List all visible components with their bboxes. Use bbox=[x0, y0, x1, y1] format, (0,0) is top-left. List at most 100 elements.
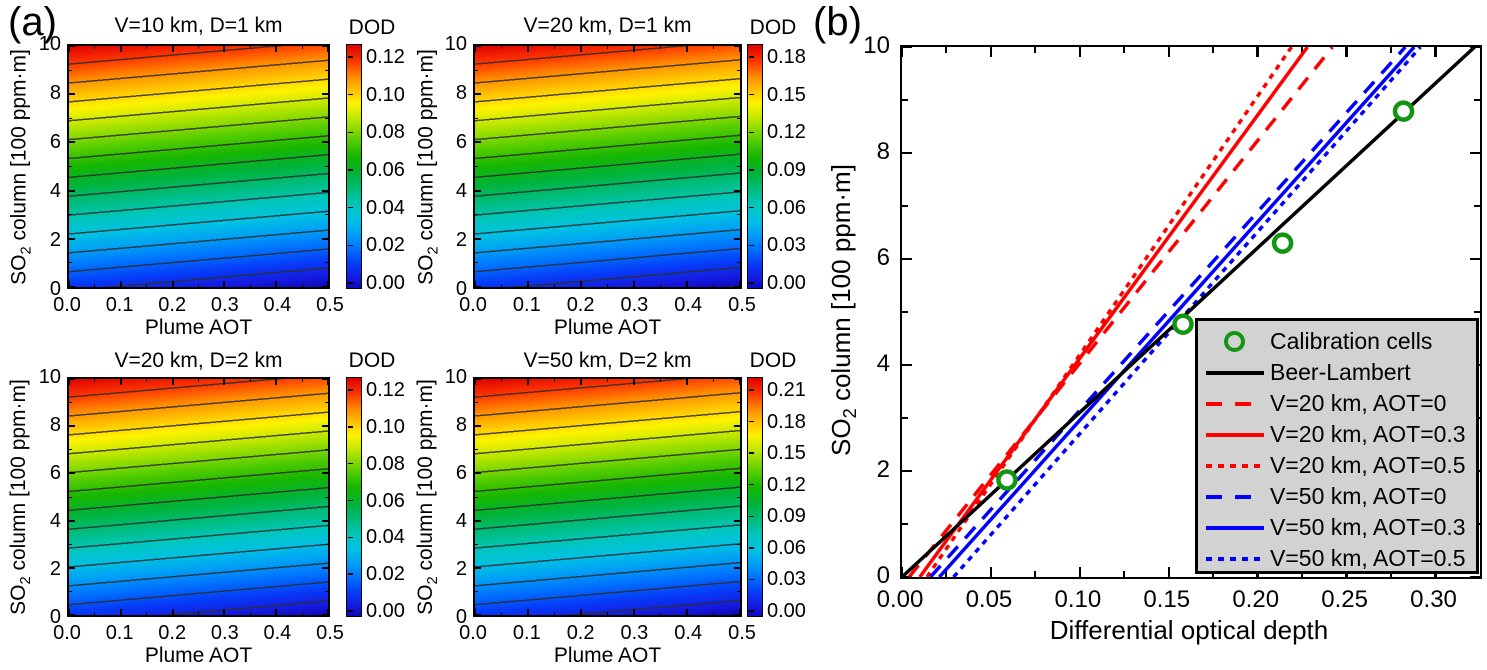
x-tick bbox=[146, 612, 148, 615]
colorbar-tick bbox=[347, 499, 353, 502]
y-axis-label: SO2 column [100 ppm·m] bbox=[7, 48, 35, 285]
y-tick bbox=[69, 566, 75, 569]
y-tick bbox=[475, 449, 478, 451]
x-tick bbox=[1345, 47, 1348, 57]
legend-row: Calibration cells bbox=[1198, 326, 1476, 357]
y-tick bbox=[69, 286, 75, 288]
y-tick bbox=[69, 93, 75, 96]
y-tick bbox=[737, 590, 740, 592]
colorbar-tick bbox=[748, 93, 754, 96]
colorbar-tick-label: 0.04 bbox=[366, 526, 405, 549]
colorbar-tick bbox=[748, 547, 754, 549]
y-tick-label: 8 bbox=[49, 414, 61, 436]
colorbar-tick-label: 0.00 bbox=[767, 272, 806, 294]
y-tick bbox=[69, 449, 72, 451]
x-tick bbox=[501, 284, 502, 287]
x-tick bbox=[1212, 47, 1215, 53]
x-tick bbox=[223, 281, 226, 287]
legend-label: V=20 km, AOT=0.3 bbox=[1270, 421, 1466, 447]
legend-line-marker bbox=[1206, 464, 1264, 468]
colorbar-tick bbox=[748, 452, 754, 454]
x-tick-label: 0.5 bbox=[316, 622, 344, 644]
y-tick-label: 6 bbox=[455, 131, 467, 153]
y-tick bbox=[902, 417, 908, 419]
x-tick bbox=[713, 46, 714, 49]
x-tick-label: 0.1 bbox=[105, 294, 134, 316]
subplot-title: V=20 km, D=2 km bbox=[114, 349, 283, 372]
colorbar bbox=[747, 44, 763, 289]
y-tick-label: 6 bbox=[49, 131, 61, 153]
y-tick bbox=[322, 472, 328, 475]
x-tick bbox=[501, 612, 502, 615]
y-tick bbox=[69, 614, 75, 616]
colorbar-tick bbox=[347, 389, 353, 391]
y-tick bbox=[475, 93, 481, 96]
x-tick-label: 0.15 bbox=[1143, 586, 1191, 613]
y-tick-label: 2 bbox=[455, 558, 467, 580]
y-tick bbox=[737, 214, 740, 216]
y-tick-label: 8 bbox=[49, 82, 61, 104]
colorbar-tick-label: 0.08 bbox=[366, 452, 405, 475]
x-tick bbox=[223, 46, 226, 52]
colorbar-title: DOD bbox=[749, 349, 797, 372]
x-tick bbox=[94, 46, 96, 49]
y-tick bbox=[1470, 151, 1480, 155]
y-tick-label: 10 bbox=[444, 366, 467, 388]
x-tick bbox=[501, 46, 502, 49]
y-tick bbox=[325, 262, 328, 264]
y-tick bbox=[902, 151, 912, 155]
colorbar-tick bbox=[347, 244, 353, 247]
y-tick-label: 10 bbox=[38, 33, 61, 55]
colorbar-tick bbox=[748, 515, 754, 518]
x-tick bbox=[580, 281, 582, 287]
x-tick bbox=[171, 46, 174, 52]
contour-lines bbox=[475, 379, 740, 615]
y-tick bbox=[902, 257, 912, 261]
y-tick bbox=[69, 166, 72, 167]
x-tick bbox=[1034, 571, 1037, 577]
y-tick bbox=[325, 69, 328, 71]
y-tick-label: 8 bbox=[876, 138, 890, 165]
x-axis-label: Plume AOT bbox=[144, 316, 253, 339]
x-tick-label: 0.2 bbox=[158, 294, 187, 316]
y-tick bbox=[69, 590, 72, 592]
x-tick bbox=[554, 379, 555, 382]
y-tick bbox=[69, 543, 72, 545]
x-tick bbox=[1212, 571, 1215, 577]
y-tick bbox=[737, 496, 740, 498]
y-tick bbox=[475, 141, 481, 144]
colorbar-tick-label: 0.02 bbox=[366, 234, 405, 257]
x-tick bbox=[249, 612, 251, 615]
x-tick bbox=[607, 284, 608, 287]
x-tick bbox=[94, 612, 96, 615]
x-tick bbox=[945, 571, 948, 577]
x-tick bbox=[301, 46, 303, 49]
x-tick bbox=[94, 379, 96, 382]
y-tick-label: 8 bbox=[455, 414, 467, 436]
legend-label: V=50 km, AOT=0 bbox=[1270, 483, 1447, 509]
colorbar-tick-label: 0.06 bbox=[767, 196, 806, 219]
x-axis-label: Plume AOT bbox=[144, 644, 253, 667]
y-tick-label: 4 bbox=[455, 180, 467, 202]
y-tick bbox=[737, 262, 740, 264]
colorbar-tick-label: 0.09 bbox=[767, 159, 806, 181]
y-tick bbox=[737, 543, 740, 545]
legend-label: V=50 km, AOT=0.5 bbox=[1270, 545, 1466, 571]
y-tick bbox=[734, 189, 740, 192]
x-tick bbox=[223, 609, 226, 615]
y-tick-label: 6 bbox=[876, 244, 890, 271]
x-tick bbox=[554, 612, 555, 615]
y-tick bbox=[737, 166, 740, 167]
colorbar-tick-label: 0.18 bbox=[767, 46, 806, 68]
x-tick-label: 0.3 bbox=[620, 294, 649, 316]
colorbar-tick bbox=[748, 244, 754, 247]
y-tick bbox=[734, 425, 740, 428]
y-tick bbox=[325, 166, 328, 167]
y-tick-label: 4 bbox=[49, 510, 61, 532]
x-tick bbox=[607, 379, 608, 382]
x-tick bbox=[1390, 47, 1393, 53]
colorbar-tick bbox=[748, 131, 754, 134]
y-tick-label: 4 bbox=[49, 180, 61, 202]
x-tick bbox=[989, 567, 993, 577]
colorbar-tick bbox=[347, 573, 353, 575]
